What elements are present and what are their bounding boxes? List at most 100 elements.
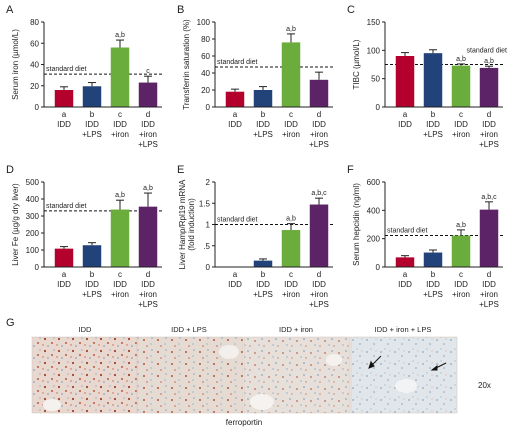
x-tick-label: +iron: [480, 290, 498, 299]
x-tick-letter: c: [459, 110, 463, 119]
x-tick-letter: a: [233, 270, 238, 279]
y-axis-label: Liver Fe (µg/g dry liver): [11, 183, 20, 266]
reference-label: standard diet: [217, 59, 258, 66]
y-tick-label: 200: [26, 229, 40, 238]
bar: [281, 42, 301, 107]
bar: [110, 47, 130, 107]
bar: [479, 209, 499, 267]
y-tick-label: .5: [203, 242, 210, 251]
y-tick-label: 300: [26, 212, 40, 221]
y-tick-label: 1.5: [199, 199, 211, 208]
histology-image-idd-iron-lps: [350, 336, 458, 414]
y-tick-label: 0: [206, 103, 211, 112]
x-tick-letter: a: [403, 270, 408, 279]
x-tick-label: IDD: [312, 280, 326, 289]
x-tick-label: IDD: [482, 280, 496, 289]
y-tick-label: 0: [35, 263, 40, 272]
x-tick-label: +iron: [111, 290, 129, 299]
x-tick-label: IDD: [454, 120, 468, 129]
y-tick-label: 80: [201, 35, 210, 44]
x-tick-label: IDD: [256, 280, 270, 289]
y-tick-label: 0: [376, 103, 381, 112]
y-axis-label: TIBC (µmol/L): [352, 39, 361, 89]
y-tick-label: 500: [26, 178, 40, 187]
bar: [82, 86, 102, 107]
x-tick-letter: d: [146, 110, 150, 119]
bar: [138, 82, 158, 107]
reference-label: standard diet: [217, 217, 258, 224]
x-tick-letter: d: [146, 270, 150, 279]
bar: [54, 248, 74, 267]
panel-letter: F: [347, 164, 354, 176]
x-tick-label: IDD: [141, 120, 155, 129]
bar: [451, 65, 471, 107]
arrow-icon: [368, 355, 382, 369]
x-tick-label: IDD: [398, 120, 412, 129]
vessel-lumen: [326, 354, 342, 366]
x-tick-label: IDD: [113, 120, 127, 129]
y-tick-label: 150: [367, 18, 381, 27]
x-tick-label: +iron: [452, 130, 470, 139]
significance-label: a,b: [456, 56, 466, 63]
x-tick-label: +LPS: [423, 290, 443, 299]
x-tick-letter: d: [487, 270, 491, 279]
x-tick-label: +iron: [282, 130, 300, 139]
y-axis-label: Transferrin saturation (%): [182, 19, 191, 110]
bar: [82, 245, 102, 267]
x-tick-label: +iron: [310, 290, 328, 299]
x-tick-letter: a: [403, 110, 408, 119]
panel-letter: A: [6, 4, 14, 16]
bar: [395, 56, 415, 107]
x-tick-label: IDD: [426, 120, 440, 129]
x-tick-label: IDD: [312, 120, 326, 129]
x-tick-label: +iron: [282, 290, 300, 299]
bar: [281, 230, 301, 267]
x-tick-letter: d: [317, 270, 321, 279]
x-tick-label: +iron: [139, 290, 157, 299]
significance-label: a,b: [456, 222, 466, 229]
x-tick-letter: c: [118, 270, 122, 279]
y-tick-label: 400: [26, 195, 40, 204]
bar: [423, 252, 443, 267]
x-tick-label: IDD: [228, 280, 242, 289]
significance-label: c: [146, 68, 150, 75]
chart-panel-d: D Liver Fe (µg/g dry liver) 0 100 200 300 400 5…: [6, 164, 162, 309]
panel-letter: E: [177, 164, 184, 176]
bar: [309, 79, 329, 107]
x-tick-label: IDD: [426, 280, 440, 289]
bar: [253, 260, 273, 267]
x-tick-letter: b: [90, 110, 95, 119]
y-axis-label: Liver Hamp/Rpl19 mRNA(fold induction): [178, 179, 196, 269]
bar: [423, 53, 443, 107]
x-tick-label: +LPS: [82, 290, 102, 299]
x-tick-letter: d: [317, 110, 321, 119]
y-tick-label: 20: [30, 82, 39, 91]
x-tick-label: +LPS: [253, 130, 273, 139]
chart-panel-f: F Serum hepcidin (ng/ml) 0 200 400 600 standar…: [347, 164, 503, 309]
y-tick-label: 60: [201, 52, 210, 61]
histology-label-4: IDD + iron + LPS: [375, 325, 432, 334]
chart-panel-b: B Transferrin saturation (%) 0 20 40 60 80 100 s…: [177, 4, 333, 149]
x-tick-label: +LPS: [309, 300, 329, 309]
histology-label-1: IDD: [79, 325, 93, 334]
bar: [479, 67, 499, 107]
x-tick-label: IDD: [284, 280, 298, 289]
x-tick-label: +iron: [139, 130, 157, 139]
x-tick-label: IDD: [141, 280, 155, 289]
x-tick-label: +LPS: [479, 300, 499, 309]
y-tick-label: 0: [376, 263, 381, 272]
histology-label-2: IDD + LPS: [171, 325, 207, 334]
x-tick-letter: a: [233, 110, 238, 119]
y-tick-label: 100: [26, 246, 40, 255]
y-tick-label: 80: [30, 18, 39, 27]
x-tick-letter: c: [289, 110, 293, 119]
x-tick-letter: d: [487, 110, 491, 119]
y-tick-label: 100: [197, 18, 211, 27]
chart-panel-a: A Serum iron (µmol/L) 0 20 40 60 80 standard di…: [6, 4, 162, 149]
reference-label: standard diet: [46, 66, 87, 73]
x-tick-letter: b: [261, 110, 266, 119]
panel-letter: B: [177, 4, 184, 16]
x-tick-label: +LPS: [309, 140, 329, 149]
significance-label: a,b,c: [481, 194, 497, 201]
